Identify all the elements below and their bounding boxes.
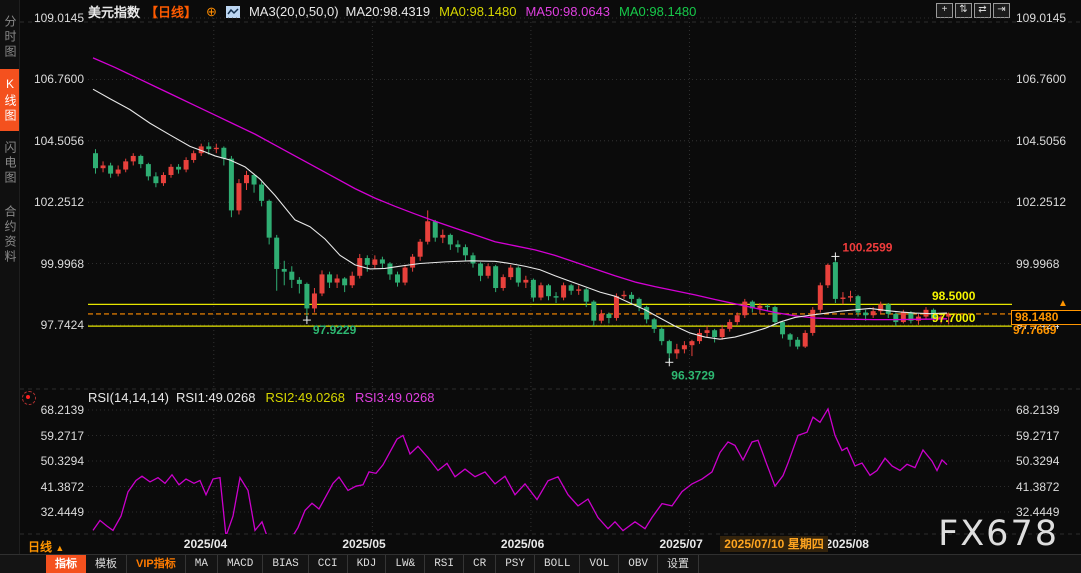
price-annotation: 96.3729 — [671, 368, 715, 382]
toolbar-item-MA[interactable]: MA — [186, 555, 218, 573]
sidebar-item-timeshare[interactable]: 分时图 — [3, 14, 17, 60]
session-low-label: 97.7669 — [1013, 322, 1057, 337]
toolbar-item-RSI[interactable]: RSI — [425, 555, 464, 573]
circle-plus-icon[interactable]: ⊕ — [206, 3, 217, 19]
toolbar-item-MACD[interactable]: MACD — [218, 555, 264, 573]
chevron-up-icon: ▲ — [55, 543, 65, 553]
toolbar-item-LW&[interactable]: LW& — [386, 555, 426, 573]
rsi-formula: RSI(14,14,14) — [88, 390, 169, 405]
toolbar-item-OBV[interactable]: OBV — [619, 555, 659, 573]
price-axis-tick: 102.2512 — [33, 195, 84, 210]
rsi1-value: RSI1:49.0268 — [175, 390, 256, 405]
pan-icon[interactable]: + — [936, 3, 953, 18]
price-axis-tick: 102.2512 — [1016, 195, 1067, 210]
toolbar-item-CR[interactable]: CR — [464, 555, 497, 573]
toolbar-item-BIAS[interactable]: BIAS — [263, 555, 309, 573]
rsi-axis-tick: 59.2717 — [40, 428, 84, 443]
sidebar-item-contract-info[interactable]: 合约资料 — [3, 205, 17, 265]
rsi-axis-tick: 50.3294 — [40, 454, 84, 468]
toolbar-item-CCI[interactable]: CCI — [309, 555, 348, 573]
rsi-axis-tick: 59.2717 — [1016, 428, 1060, 443]
price-up-arrow-icon: ▲ — [1058, 297, 1068, 309]
rsi-axis-tick: 50.3294 — [1016, 454, 1060, 468]
current-price-badge: 98.1480 — [1011, 309, 1081, 325]
price-axis-tick: 106.7600 — [1016, 72, 1067, 87]
date-axis-label: 2025/06 — [500, 537, 545, 551]
price-axis-tick: 97.7424 — [40, 318, 84, 332]
rsi-axis-tick: 32.4449 — [40, 505, 84, 519]
toolbar-item-VIP指标[interactable]: VIP指标 — [127, 555, 186, 573]
price-annotation: 97.9229 — [313, 323, 357, 337]
chart-thumbnail-icon[interactable] — [225, 5, 240, 18]
shift-right-icon[interactable]: ⇥ — [993, 3, 1010, 18]
rsi-header: RSI(14,14,14) RSI1:49.0268 RSI2:49.0268 … — [88, 390, 434, 405]
indicator-record-icon[interactable] — [22, 391, 36, 405]
chart-tool-icons: + ⇅ ⇄ ⇥ — [936, 3, 1010, 18]
rsi-axis-tick: 41.3872 — [40, 479, 84, 494]
rsi2-value: RSI2:49.0268 — [265, 390, 345, 405]
period-selector-label: 日线 — [28, 540, 53, 554]
price-axis-tick: 99.9968 — [1016, 256, 1060, 271]
ma20-value: MA20:98.4319 — [345, 4, 431, 19]
fx678-watermark: FX678 — [938, 514, 1059, 554]
ma0-green-value: MA0:98.1480 — [619, 4, 697, 19]
level-label-98-5: 98.5000 — [932, 289, 976, 304]
price-axis-tick: 109.0145 — [1016, 11, 1067, 25]
price-annotation: 100.2599 — [842, 240, 892, 254]
date-axis-label: 2025/05 — [342, 537, 386, 551]
ma-formula: MA3(20,0,50,0) — [248, 4, 339, 19]
period-tag[interactable]: 【日线】 — [145, 5, 198, 20]
rsi-axis-tick: 32.4449 — [1016, 505, 1060, 519]
instrument-title: 美元指数 — [88, 5, 141, 20]
x-axis-scale-icon[interactable]: ⇄ — [974, 3, 991, 18]
toolbar-item-KDJ[interactable]: KDJ — [348, 555, 387, 573]
date-axis-label: 2025/04 — [183, 537, 228, 551]
y-axis-scale-icon[interactable]: ⇅ — [955, 3, 972, 18]
price-axis-tick: 99.9968 — [40, 256, 84, 271]
level-label-97-7: 97.7000 — [932, 311, 976, 326]
rsi3-value: RSI3:49.0268 — [354, 390, 435, 405]
toolbar-item-模板[interactable]: 模板 — [86, 555, 127, 573]
sidebar-item-kline[interactable]: K线图 — [0, 69, 19, 131]
ma50-value: MA50:98.0643 — [525, 4, 611, 19]
price-axis-tick: 106.7600 — [33, 72, 84, 87]
price-axis-tick: 104.5056 — [1016, 133, 1067, 148]
toolbar-item-VOL[interactable]: VOL — [580, 555, 620, 573]
sidebar-item-lightning[interactable]: 闪电图 — [3, 140, 17, 186]
period-selector[interactable]: 日线 ▲ — [28, 538, 64, 555]
date-axis-label: 2025/07 — [659, 537, 703, 551]
price-axis-tick: 109.0145 — [33, 11, 84, 25]
date-axis-label: 2025/08 — [825, 537, 869, 551]
price-axis-tick: 104.5056 — [33, 133, 84, 148]
toolbar-item-PSY[interactable]: PSY — [496, 555, 536, 573]
chart-type-sidebar: 分时图 K线图 闪电图 合约资料 — [0, 0, 20, 573]
indicator-toolbar: 指标 模板 VIP指标 MA MACD BIAS CCI KDJ LW& RSI CR PSY BOLL… — [0, 554, 1081, 573]
toolbar-item-指标[interactable]: 指标 — [46, 555, 86, 573]
ma0-yellow-value: MA0:98.1480 — [439, 4, 517, 19]
toolbar-item-BOLL[interactable]: BOLL — [535, 555, 581, 573]
rsi-axis-tick: 41.3872 — [1016, 479, 1060, 494]
rsi-axis-tick: 68.2139 — [1016, 403, 1060, 417]
toolbar-item-设置[interactable]: 设置 — [658, 555, 700, 573]
chart-header: 美元指数 【日线】 ⊕ MA3(20,0,50,0) MA20:98.4319 … — [88, 3, 697, 21]
crosshair-date-label: 2025/07/10 星期四 — [720, 536, 828, 552]
rsi-axis-tick: 68.2139 — [40, 403, 84, 417]
